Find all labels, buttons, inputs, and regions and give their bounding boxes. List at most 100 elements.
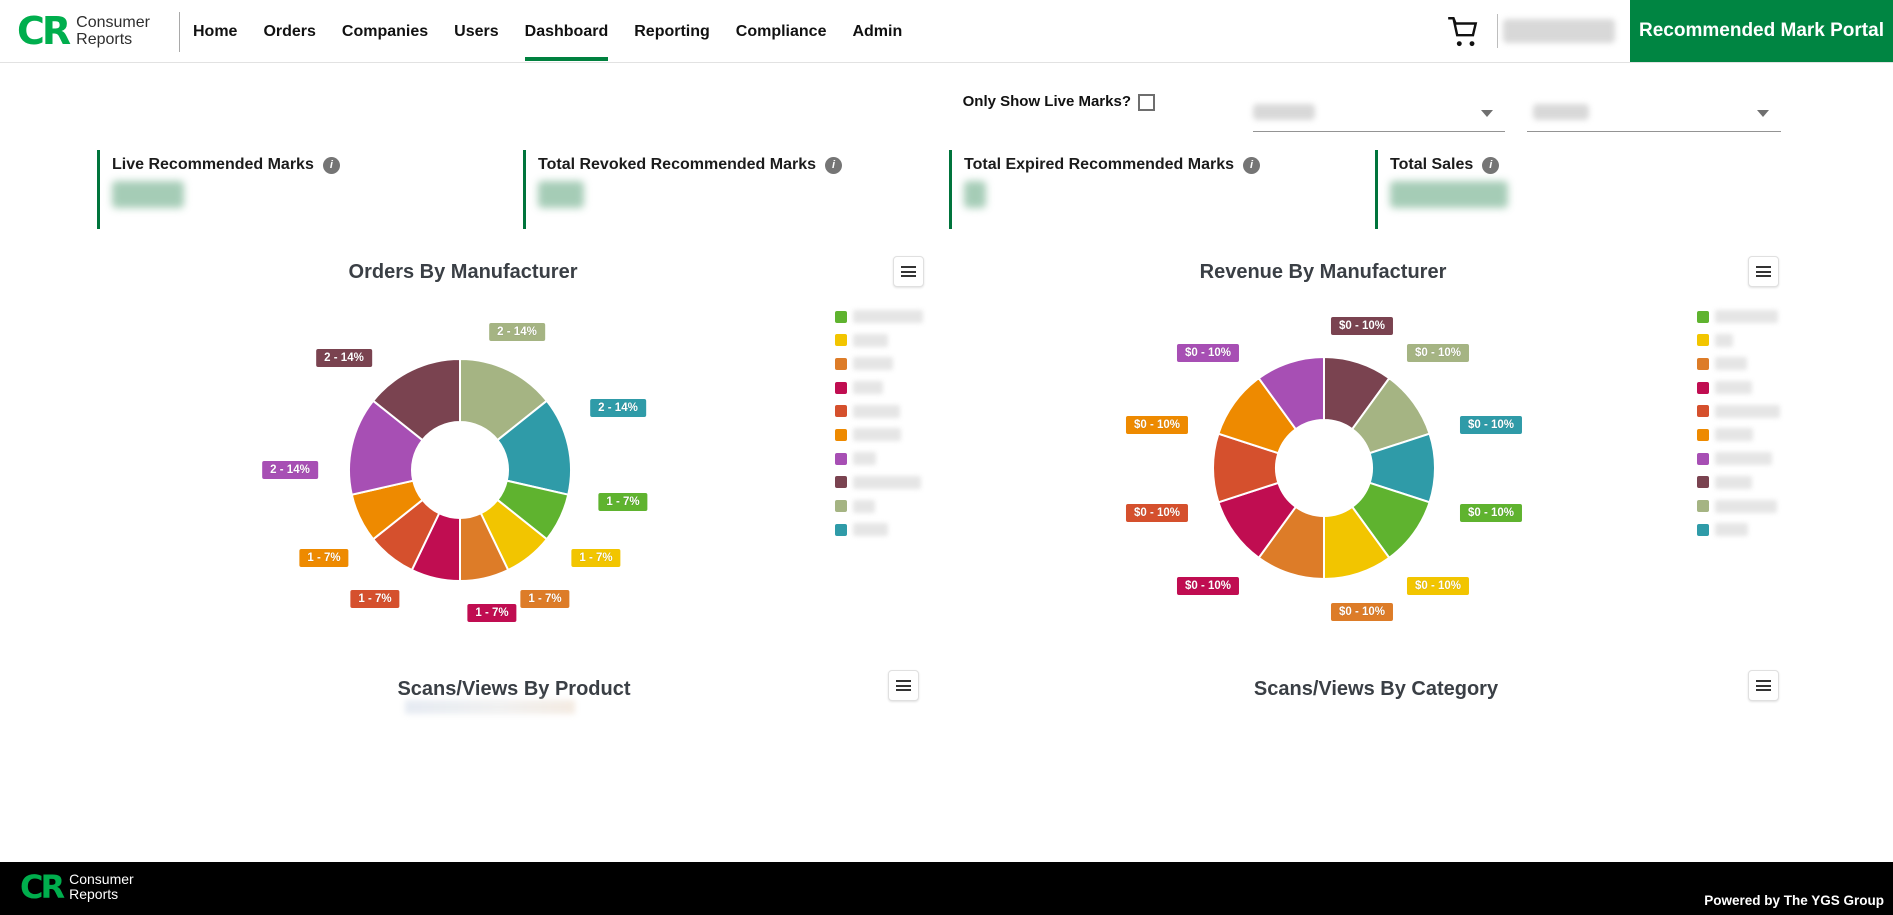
- dropdown-2-value-redacted: [1533, 104, 1589, 120]
- nav-item-home[interactable]: Home: [193, 22, 238, 40]
- legend-label-redacted: [1715, 310, 1778, 323]
- slice-data-label: 1 - 7%: [520, 590, 570, 608]
- nav-item-users[interactable]: Users: [454, 22, 499, 40]
- brand-line1: Consumer: [69, 871, 134, 887]
- top-nav: CR Consumer Reports Home Orders Companie…: [0, 0, 1893, 63]
- chart-title-scans-views-by-product: Scans/Views By Product: [397, 678, 631, 700]
- legend-item[interactable]: [1697, 333, 1780, 347]
- legend-label-redacted: [853, 499, 875, 513]
- nav-item-companies[interactable]: Companies: [341, 22, 429, 40]
- legend-item[interactable]: [1697, 428, 1780, 442]
- cart-icon: [1448, 17, 1478, 47]
- only-show-live-marks-checkbox[interactable]: [1138, 94, 1155, 111]
- legend-swatch: [835, 523, 847, 536]
- legend-item[interactable]: [835, 499, 923, 513]
- slice-data-label: $0 - 10%: [1176, 577, 1240, 595]
- nav-item-compliance[interactable]: Compliance: [735, 22, 827, 40]
- legend-swatch: [835, 381, 847, 394]
- slice-data-label: 2 - 14%: [262, 461, 318, 479]
- nav-logo-divider: [179, 12, 180, 52]
- slice-data-label: 1 - 7%: [467, 604, 517, 622]
- stat-title: Live Recommended Marks: [112, 156, 314, 173]
- brand-line1: Consumer: [76, 14, 150, 31]
- legend-swatch: [1697, 405, 1709, 418]
- legend-item[interactable]: [1697, 310, 1780, 323]
- legend-label-redacted: [1715, 452, 1772, 466]
- legend-item[interactable]: [835, 357, 923, 371]
- slice-data-label: 1 - 7%: [571, 549, 621, 567]
- nav-item-orders[interactable]: Orders: [263, 22, 316, 40]
- info-icon[interactable]: i: [322, 156, 340, 174]
- info-icon[interactable]: i: [825, 156, 843, 174]
- legend-swatch: [1697, 428, 1709, 441]
- legend-label-redacted: [1715, 499, 1777, 513]
- powered-by-text: Powered by The YGS Group: [1704, 893, 1884, 908]
- legend-label-redacted: [853, 523, 888, 537]
- chart-title-scans-views-by-category: Scans/Views By Category: [1253, 678, 1499, 700]
- info-icon[interactable]: i: [1482, 156, 1500, 174]
- stat-value-redacted: [964, 181, 986, 208]
- portal-title-block[interactable]: Recommended Mark Portal: [1630, 0, 1893, 62]
- stat-value-redacted: [112, 181, 184, 208]
- stat-card-revoked-marks: Total Revoked Recommended Marks i: [523, 150, 905, 229]
- legend-swatch: [1697, 310, 1709, 323]
- chart-4-menu-button[interactable]: [1748, 670, 1779, 701]
- legend-item[interactable]: [835, 475, 923, 489]
- legend-swatch: [1697, 452, 1709, 465]
- user-name-redacted[interactable]: [1503, 19, 1615, 43]
- footer: CR Consumer Reports Powered by The YGS G…: [0, 862, 1893, 915]
- legend-item[interactable]: [835, 428, 923, 442]
- legend-label-redacted: [1715, 333, 1733, 347]
- legend-swatch: [835, 405, 847, 418]
- legend-swatch: [1697, 334, 1709, 347]
- filter-dropdown-2[interactable]: [1527, 98, 1781, 132]
- legend-item[interactable]: [835, 333, 923, 347]
- nav-item-reporting[interactable]: Reporting: [634, 22, 710, 40]
- consumer-reports-logo[interactable]: CR Consumer Reports: [17, 8, 150, 54]
- legend-item[interactable]: [1697, 357, 1780, 371]
- nav-item-admin[interactable]: Admin: [852, 22, 903, 40]
- legend-item[interactable]: [835, 310, 923, 323]
- legend-swatch: [1697, 476, 1709, 489]
- legend-item[interactable]: [1697, 523, 1780, 537]
- slice-data-label: $0 - 10%: [1330, 603, 1394, 621]
- legend-label-redacted: [1715, 381, 1752, 395]
- donut-slice-purple[interactable]: [1257, 355, 1325, 431]
- hamburger-icon: [1756, 680, 1771, 691]
- nav-item-dashboard[interactable]: Dashboard: [524, 0, 608, 63]
- legend-item[interactable]: [835, 404, 923, 418]
- info-icon[interactable]: i: [1243, 156, 1260, 174]
- legend-item[interactable]: [1697, 381, 1780, 395]
- slice-data-label: 1 - 7%: [299, 549, 349, 567]
- dropdown-1-chevron-down-icon: [1481, 110, 1493, 117]
- legend-swatch: [835, 357, 847, 370]
- only-show-live-marks-label: Only Show Live Marks?: [962, 93, 1131, 110]
- dropdown-2-chevron-down-icon: [1757, 110, 1769, 117]
- hamburger-icon: [1756, 266, 1771, 277]
- chart-1-menu-button[interactable]: [893, 256, 924, 287]
- legend-item[interactable]: [1697, 475, 1780, 489]
- slice-data-label: $0 - 10%: [1125, 504, 1189, 522]
- legend-item[interactable]: [835, 381, 923, 395]
- legend-label-redacted: [853, 357, 893, 371]
- legend-item[interactable]: [1697, 404, 1780, 418]
- legend-swatch: [835, 452, 847, 465]
- legend-label-redacted: [853, 381, 883, 395]
- legend-item[interactable]: [835, 523, 923, 537]
- stat-card-total-sales: Total Sales i: [1375, 150, 1757, 229]
- dropdown-1-value-redacted: [1253, 104, 1315, 120]
- legend-item[interactable]: [835, 452, 923, 466]
- cart-button[interactable]: [1445, 14, 1481, 50]
- chart-2-menu-button[interactable]: [1748, 256, 1779, 287]
- legend-item[interactable]: [1697, 452, 1780, 466]
- donut-slice-maroon[interactable]: [371, 357, 461, 442]
- stat-title: Total Revoked Recommended Marks: [538, 156, 817, 173]
- stat-card-expired-marks: Total Expired Recommended Marks i: [949, 150, 1331, 229]
- scans-chart-content-redacted: [405, 700, 575, 714]
- legend-label-redacted: [1715, 475, 1752, 489]
- legend-item[interactable]: [1697, 499, 1780, 513]
- stat-value-redacted: [1390, 181, 1508, 208]
- chart-3-menu-button[interactable]: [888, 670, 919, 701]
- filter-dropdown-1[interactable]: [1253, 98, 1506, 132]
- orders-chart-legend: [835, 310, 923, 537]
